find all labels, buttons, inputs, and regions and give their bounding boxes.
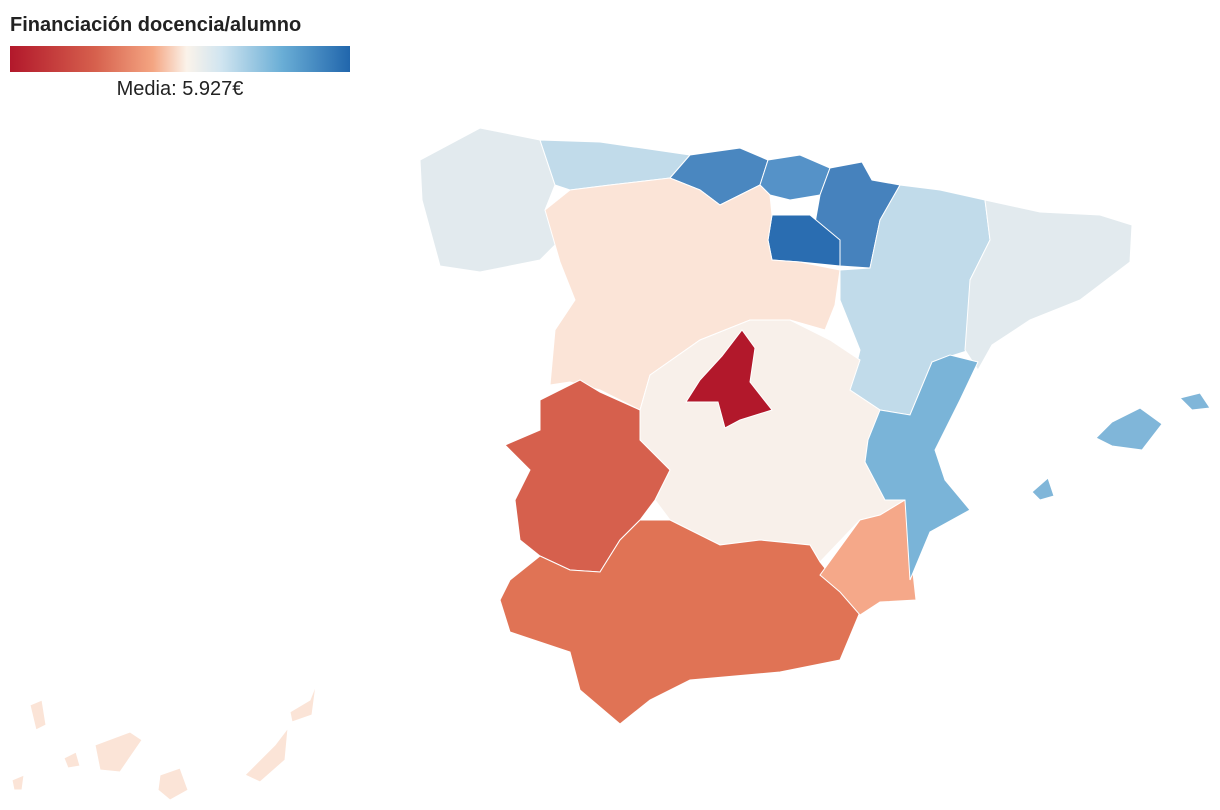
region — [63, 751, 81, 769]
region — [289, 684, 317, 723]
region — [94, 731, 143, 773]
region — [29, 699, 47, 731]
region — [157, 767, 189, 801]
region — [544, 177, 841, 411]
region — [1031, 477, 1055, 501]
region — [1179, 392, 1211, 411]
region — [11, 774, 25, 791]
region — [819, 499, 917, 616]
region — [1095, 407, 1163, 451]
region — [864, 354, 979, 581]
region — [419, 127, 561, 273]
region — [964, 199, 1133, 371]
region — [685, 329, 773, 429]
region — [759, 154, 831, 201]
regions — [11, 127, 1211, 801]
region — [244, 726, 289, 783]
color-scale — [10, 46, 350, 72]
legend-label: Media: 5.927€ — [117, 78, 244, 100]
title: Financiación docencia/alumno — [10, 14, 301, 36]
